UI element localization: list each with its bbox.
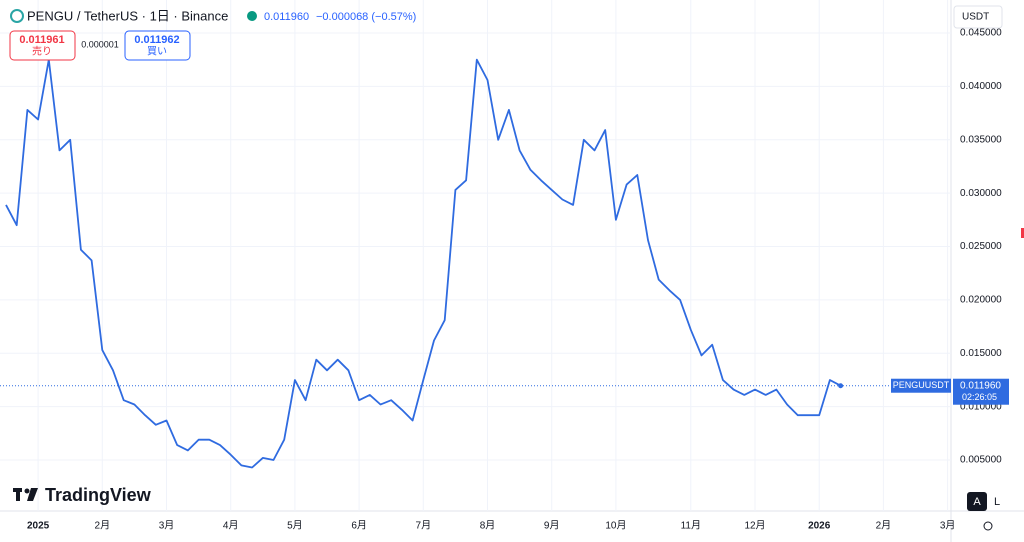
x-tick-label: 7月	[416, 520, 432, 532]
logo-mark	[16, 488, 20, 501]
currency-button[interactable]	[953, 5, 1003, 29]
settings-icon[interactable]	[983, 521, 993, 531]
sell-price: 0.011961	[19, 34, 64, 46]
y-tick-label: 0.025000	[960, 241, 1002, 252]
x-tick-label: 12月	[744, 520, 765, 532]
logo-mark	[27, 488, 38, 501]
y-tick-label: 0.005000	[960, 455, 1002, 466]
price-line	[5, 58, 842, 469]
y-tick-label: 0.015000	[960, 348, 1002, 359]
symbol-title: PENGU / TetherUS · 1日 · Binance	[27, 8, 228, 23]
sell-button[interactable]	[9, 30, 76, 61]
y-tick-label: 0.035000	[960, 134, 1002, 145]
logo-mark	[24, 488, 30, 494]
x-tick-label: 4月	[223, 520, 239, 532]
symbol-icon	[10, 9, 24, 23]
x-tick-label: 9月	[544, 520, 560, 532]
auto-scale-label: A	[973, 496, 981, 508]
x-tick-label: 6月	[351, 520, 367, 532]
y-tick-label: 0.020000	[960, 295, 1002, 306]
symbol-tag-label: PENGUUSDT	[893, 380, 950, 390]
buy-label: 買い	[147, 46, 167, 58]
x-tick-label: 3月	[940, 520, 956, 532]
price-change: −0.000068 (−0.57%)	[316, 11, 416, 23]
price-tag	[953, 378, 1009, 405]
edge-marker	[1021, 228, 1024, 238]
x-tick-label: 2月	[876, 520, 892, 532]
symbol-tag	[891, 378, 951, 393]
y-tick-label: 0.045000	[960, 28, 1002, 39]
y-tick-label: 0.010000	[960, 401, 1002, 412]
last-point	[838, 383, 844, 389]
sell-label: 売り	[32, 45, 52, 58]
log-scale-label[interactable]: L	[994, 496, 1000, 508]
x-tick-label: 11月	[681, 520, 701, 532]
y-tick-label: 0.030000	[960, 188, 1002, 199]
price-tag-countdown: 02:26:05	[962, 392, 997, 402]
x-tick-label: 2025	[27, 521, 50, 532]
x-tick-label: 2月	[95, 520, 111, 532]
x-tick-label: 10月	[605, 520, 626, 532]
x-tick-label: 8月	[480, 520, 496, 532]
currency: USDT	[962, 12, 989, 23]
price-tag-value: 0.011960	[960, 380, 1001, 391]
x-tick-label: 5月	[287, 520, 303, 532]
y-tick-label: 0.040000	[960, 81, 1002, 92]
x-tick-label: 2026	[808, 521, 831, 532]
logo: TradingView	[13, 485, 152, 505]
spread: 0.000001	[81, 39, 119, 49]
buy-price: 0.011962	[134, 34, 179, 46]
last-price: 0.011960	[264, 11, 309, 23]
buy-button[interactable]	[124, 30, 191, 61]
plot	[0, 58, 951, 469]
auto-scale-button[interactable]	[967, 492, 987, 511]
brand-name: TradingView	[45, 485, 152, 505]
x-tick-label: 3月	[159, 520, 175, 532]
status-dot	[247, 11, 257, 21]
